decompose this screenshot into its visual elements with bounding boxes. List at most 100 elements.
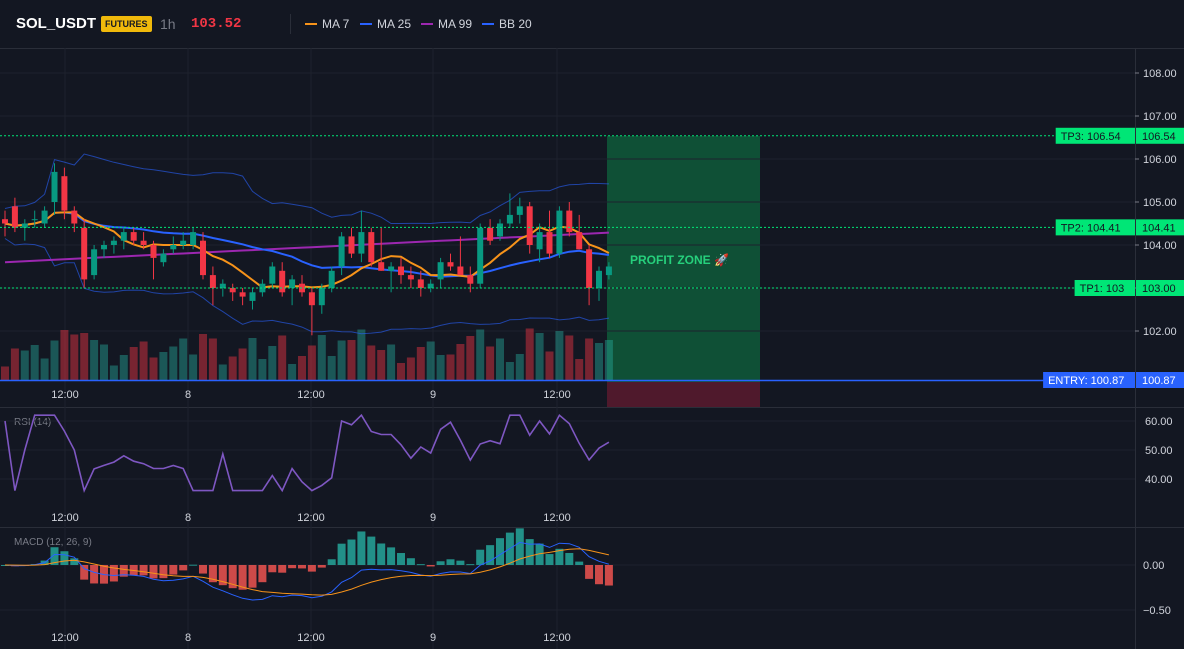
tp2-axis-tag <box>1136 219 1184 236</box>
macd-hist-bar <box>367 536 376 565</box>
candle-body <box>457 266 464 276</box>
candle-body <box>586 249 593 288</box>
legend-ma7[interactable]: MA 7 <box>305 17 349 31</box>
candle-body <box>130 232 137 241</box>
time-tick-label: 12:00 <box>297 512 325 524</box>
rsi-axis: 60.00 50.00 40.00 <box>0 416 1173 486</box>
candle-body <box>536 232 543 250</box>
volume-bar <box>555 331 564 381</box>
macd-hist-bar <box>496 538 504 565</box>
price-tick-label: 105.00 <box>1143 197 1177 209</box>
candle-body <box>91 249 98 276</box>
candle-body <box>506 214 513 224</box>
macd-tick-label: −0.50 <box>1143 605 1171 617</box>
candle-body <box>338 236 345 267</box>
candle-body <box>398 266 404 276</box>
time-tick-label: 9 <box>430 389 436 401</box>
volume-bar <box>268 346 277 381</box>
macd-hist-bar <box>119 565 128 577</box>
macd-hist-bar <box>337 543 346 565</box>
tp3-tag-label: TP3: 106.54 <box>1061 131 1121 143</box>
candle-body <box>279 270 286 293</box>
chart-header: SOL_USDT FUTURES 1h 103.52 MA 7 MA 25 MA… <box>0 0 1184 49</box>
candle-body <box>566 210 573 233</box>
volume-bar <box>179 338 188 381</box>
symbol-name[interactable]: SOL_USDT <box>16 15 97 32</box>
tp1-tag-label: TP1: 103 <box>1080 283 1125 295</box>
candle-body <box>289 279 296 288</box>
volume-bar <box>416 347 425 381</box>
tp1-axis-tag <box>1136 280 1184 296</box>
tp1-tag <box>1074 280 1135 296</box>
time-tick-label: 12:00 <box>297 632 325 644</box>
volume-bar <box>575 359 584 381</box>
macd-hist-bar <box>357 531 366 565</box>
macd-tick-label: 0.00 <box>1143 560 1164 572</box>
ma99-swatch <box>421 23 433 25</box>
candle-body <box>556 210 563 254</box>
candle-body <box>71 210 78 224</box>
profit-zone[interactable] <box>607 136 760 382</box>
price-tick-label: 104.00 <box>1143 240 1177 252</box>
level-tags: TP3: 106.54 106.54 TP2: 104.41 104.41 TP1: 1… <box>1043 127 1184 388</box>
price-axis[interactable]: 108.00 107.00 106.00 105.00 104.00 103.00 102.… <box>1135 68 1177 338</box>
volume-bar <box>1 366 9 381</box>
volume-bar <box>248 338 257 381</box>
macd-hist-bar <box>169 565 178 575</box>
candle-body <box>407 275 414 280</box>
candle-body <box>61 176 68 211</box>
volume-bar <box>515 354 524 381</box>
time-tick-label: 12:00 <box>51 512 79 524</box>
time-tick-label: 12:00 <box>51 632 79 644</box>
volume-bar <box>585 338 594 381</box>
volume-bar <box>60 330 69 381</box>
volume-bar <box>446 354 455 381</box>
price-tick-label: 107.00 <box>1143 111 1177 123</box>
macd-hist-bar <box>327 559 336 565</box>
candle-body <box>576 232 583 250</box>
macd-hist-bar <box>199 565 207 574</box>
macd-hist-bar <box>545 554 554 565</box>
volume-bar <box>486 346 495 381</box>
legend-bb20[interactable]: BB 20 <box>482 17 532 31</box>
time-axis[interactable]: 12:00 8 12:00 9 12:00 12:00 8 12:00 9 12:00 12:00 8… <box>51 389 571 644</box>
volume-bar <box>436 355 445 381</box>
rsi-tick-label: 60.00 <box>1145 416 1173 428</box>
timeframe-selector[interactable]: 1h <box>160 16 176 32</box>
candle-body <box>447 262 454 267</box>
candle-body <box>81 227 88 280</box>
macd-hist-bar <box>70 558 79 565</box>
candle-body <box>249 292 256 301</box>
macd-hist-bar <box>604 565 613 586</box>
volume-bar <box>189 354 198 381</box>
candle-body <box>200 240 206 276</box>
rsi-tick-label: 50.00 <box>1145 445 1173 457</box>
volume-bar <box>357 329 366 381</box>
bb20-label: BB 20 <box>499 17 532 31</box>
volume-bar <box>406 357 415 381</box>
macd-hist-bar <box>238 565 247 590</box>
volume-bar <box>377 350 386 381</box>
macd-hist-bar <box>258 565 267 583</box>
macd-hist-bar <box>565 552 574 565</box>
macd-line <box>4 541 610 601</box>
loss-zone[interactable] <box>607 382 760 407</box>
candle-body <box>269 266 276 284</box>
macd-hist-bar <box>218 565 227 586</box>
volume-bar <box>426 341 435 381</box>
volume-bar <box>90 340 99 381</box>
legend-ma25[interactable]: MA 25 <box>360 17 411 31</box>
volume-bar <box>10 348 19 381</box>
volume-bar <box>50 340 59 381</box>
macd-hist-bar <box>189 564 198 566</box>
candle-body <box>497 223 503 237</box>
macd-hist-bar <box>575 561 584 565</box>
candle-body <box>101 245 107 250</box>
macd-title[interactable]: MACD (12, 26, 9) <box>14 537 92 548</box>
candle-body <box>328 270 335 288</box>
candle-body <box>378 262 385 271</box>
legend-ma99[interactable]: MA 99 <box>421 17 472 31</box>
tp1-axis-value: 103.00 <box>1142 283 1176 295</box>
volume-bar <box>535 333 544 381</box>
